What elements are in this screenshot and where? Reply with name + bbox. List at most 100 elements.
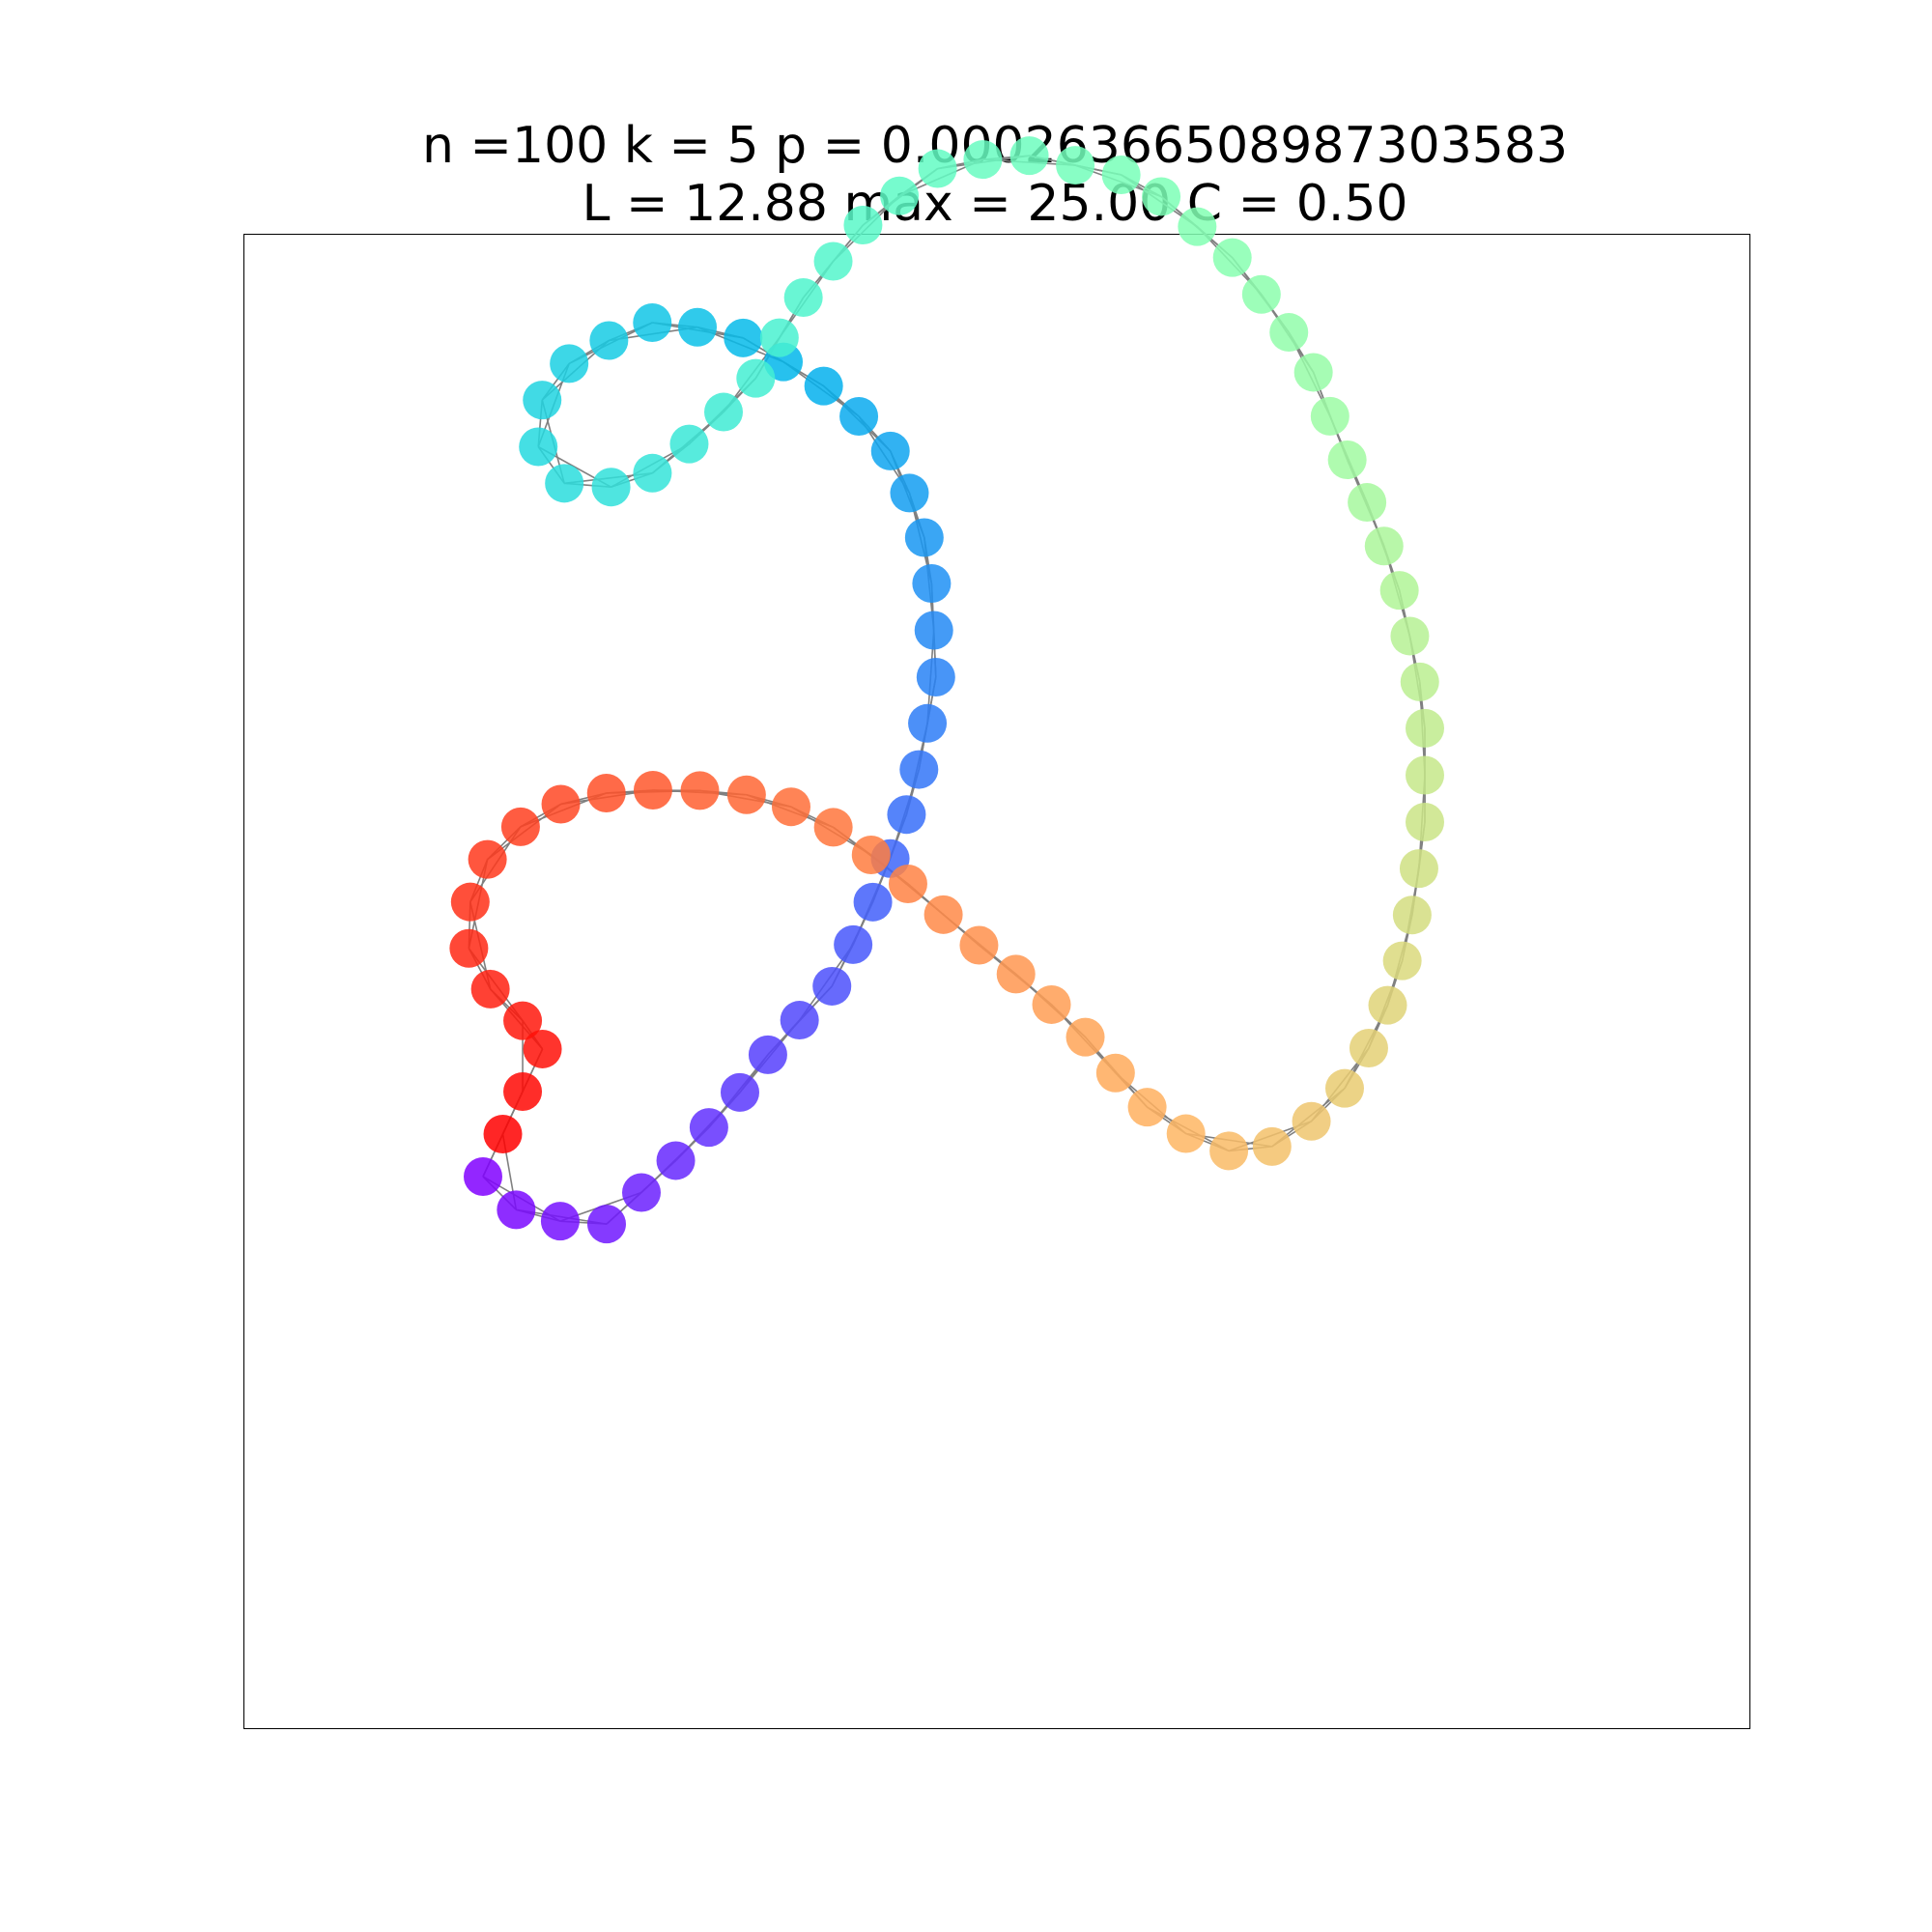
graph-node	[736, 358, 776, 398]
graph-node	[1166, 1114, 1206, 1153]
graph-node	[523, 381, 562, 420]
graph-node	[541, 784, 581, 824]
graph-node	[1212, 238, 1252, 277]
graph-node	[839, 396, 879, 436]
graph-node	[1406, 803, 1444, 842]
graph-node	[633, 303, 672, 343]
graph-node	[589, 321, 629, 360]
graph-node	[804, 366, 843, 406]
graph-node	[724, 318, 763, 357]
graph-node	[1095, 1053, 1135, 1093]
graph-node	[880, 176, 920, 215]
graph-node	[633, 453, 672, 493]
graph-node	[851, 835, 891, 874]
graph-node	[1364, 526, 1404, 566]
graph-node	[812, 966, 852, 1006]
graph-node	[678, 307, 718, 347]
graph-node	[908, 703, 948, 743]
graph-node	[656, 1141, 696, 1180]
graph-node	[1252, 1126, 1292, 1166]
graph-node	[1269, 313, 1309, 353]
graph-node	[1368, 985, 1407, 1025]
graph-node	[523, 1029, 562, 1068]
graph-node	[1032, 984, 1071, 1024]
graph-node	[726, 775, 766, 814]
graph-node	[1178, 207, 1217, 246]
graph-node	[813, 242, 853, 281]
graph-node	[1065, 1017, 1105, 1057]
graph-node	[813, 808, 853, 847]
graph-node	[899, 750, 939, 789]
graph-node	[1379, 571, 1419, 611]
figure-title-line-2: L = 12.88 max = 25.00 C = 0.50	[582, 175, 1408, 233]
graph-node	[1056, 146, 1095, 185]
graph-node	[1406, 755, 1444, 795]
graph-node	[680, 771, 720, 810]
graph-node	[503, 1001, 543, 1040]
graph-node	[843, 205, 883, 244]
graph-node	[550, 344, 589, 384]
graph-node	[759, 318, 799, 357]
graph-node	[586, 773, 626, 812]
graph-node	[963, 140, 1003, 180]
graph-node	[870, 431, 910, 470]
graph-node	[633, 771, 672, 810]
graph-node	[591, 468, 631, 507]
graph-node	[519, 427, 558, 467]
graph-node	[1406, 708, 1444, 748]
graph-node	[1390, 616, 1430, 656]
graph-node	[853, 882, 893, 922]
graph-node	[497, 1190, 536, 1230]
graph-node	[540, 1202, 580, 1241]
graph-node	[1292, 1101, 1331, 1141]
graph-node	[503, 1071, 543, 1111]
graph-node	[689, 1108, 728, 1148]
graph-node	[621, 1173, 661, 1212]
graph-node	[904, 518, 944, 557]
graph-node	[771, 787, 810, 827]
graph-node	[1400, 662, 1439, 701]
graph-node	[1399, 849, 1438, 889]
graph-node	[1241, 274, 1281, 314]
graph-node	[888, 864, 927, 903]
graph-node	[470, 969, 510, 1009]
graph-node	[720, 1072, 759, 1112]
graph-node	[669, 424, 709, 464]
graph-node	[1392, 895, 1432, 935]
graph-node	[483, 1114, 523, 1153]
graph-node	[923, 895, 963, 934]
graph-node	[959, 925, 999, 965]
graph-node	[1209, 1131, 1249, 1171]
graph-node	[748, 1035, 787, 1074]
graph-node	[783, 277, 823, 317]
graph-node	[834, 924, 873, 964]
graph-node	[464, 1157, 502, 1196]
graph-node	[1127, 1088, 1167, 1127]
graph-node	[1293, 353, 1333, 392]
graph-node	[1009, 136, 1049, 176]
graph-node	[912, 564, 952, 604]
graph-node	[500, 807, 540, 846]
graph-node	[916, 658, 955, 697]
graph-node	[468, 839, 507, 879]
graph-node	[1310, 396, 1350, 436]
graph-node	[887, 795, 926, 835]
node-layer	[449, 136, 1444, 1244]
graph-node	[780, 1001, 819, 1040]
graph-node	[1327, 440, 1367, 480]
graph-node	[1142, 177, 1181, 216]
graph-node	[1349, 1029, 1388, 1068]
graph-node	[450, 882, 490, 922]
graph-node	[918, 149, 957, 188]
graph-node	[704, 392, 744, 432]
graph-node	[914, 611, 953, 650]
graph-node	[1382, 941, 1422, 980]
graph-node	[449, 928, 489, 968]
graph-node	[996, 954, 1036, 994]
graph-node	[890, 473, 929, 513]
graph-node	[1101, 155, 1141, 194]
graph-node	[586, 1205, 626, 1244]
graph-node	[545, 464, 584, 503]
graph-node	[1324, 1068, 1364, 1108]
